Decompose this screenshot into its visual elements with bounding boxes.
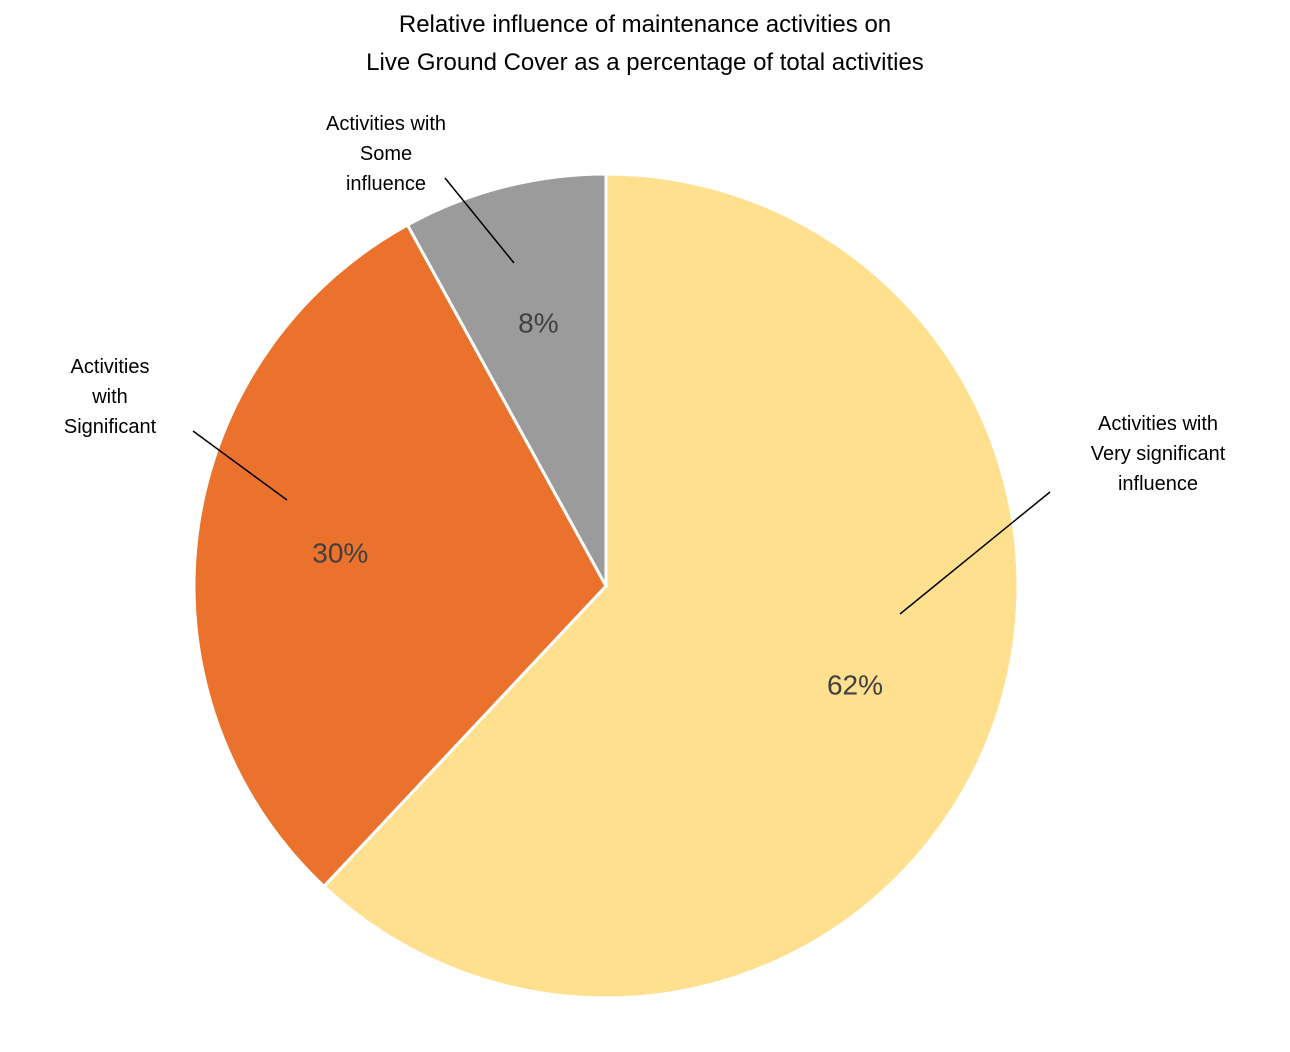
slice-percent-label: 30% [312,537,368,568]
slice-category-label: Activities with [326,113,446,135]
slice-category-label: Activities [71,356,150,378]
pie-slice [192,222,608,889]
slice-percent-label: 8% [518,308,558,339]
pie-slice [405,172,608,587]
leader-lines [192,177,1051,615]
slice-category-label: influence [1118,473,1198,495]
percent-labels: 62% 30% 8% [312,308,883,701]
chart-title: Relative influence of maintenance activi… [366,11,924,76]
slice-category-label: Activities with [1098,413,1218,435]
leader-line [899,491,1051,615]
slice-category-label: Significant [64,416,157,438]
slice-category-label: Very significant [1091,443,1226,465]
slice-category-label: with [91,386,128,408]
slice-category-label: influence [346,173,426,195]
slice-category-label: Some [360,143,412,165]
chart-title-line: Relative influence of maintenance activi… [399,11,891,38]
slice-percent-label: 62% [827,670,883,701]
pie-slices [192,172,1020,1000]
leader-line [192,430,288,501]
pie-slice [321,172,1020,1000]
chart-title-line: Live Ground Cover as a percentage of tot… [366,49,924,76]
leader-line [444,177,515,264]
slice-labels: Activities with Very significant influence… [64,113,1226,495]
